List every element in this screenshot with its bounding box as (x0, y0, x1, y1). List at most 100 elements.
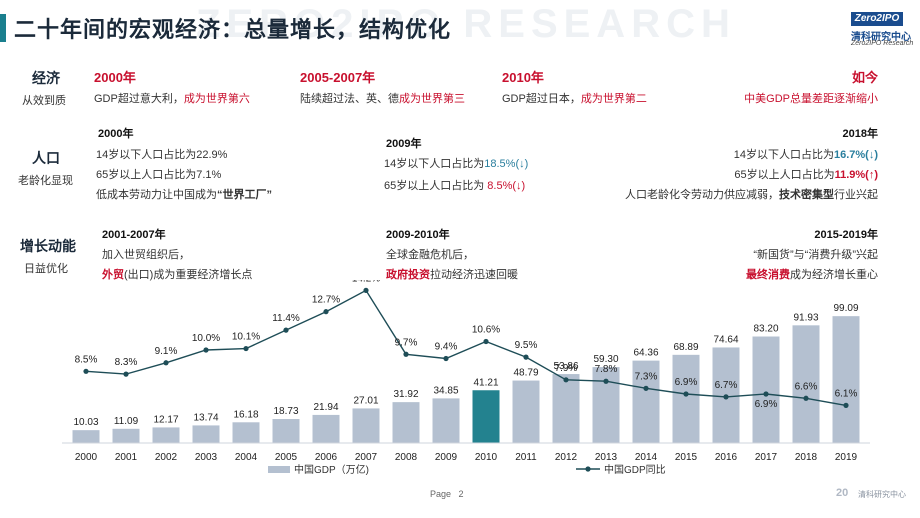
gdp-bar-label-2016: 74.64 (713, 334, 738, 345)
population-2000-line1: 14岁以下人口占比为22.9% (96, 149, 228, 161)
page-number: Page 2 (430, 489, 464, 499)
yoy-point-2008 (403, 351, 409, 357)
x-tick-2019: 2019 (835, 452, 858, 463)
gdp-bar-2001 (112, 428, 140, 443)
gdp-bar-2017 (752, 336, 780, 443)
gdp-bar-label-2008: 31.92 (393, 389, 418, 400)
yoy-point-2010 (483, 338, 489, 345)
yoy-point-2004 (243, 345, 249, 352)
yoy-point-2014 (643, 385, 649, 391)
population-label: 人口 (32, 150, 60, 166)
gdp-bar-2007 (352, 408, 380, 443)
growth-label: 增长动能 (20, 238, 76, 254)
yoy-point-2000 (83, 368, 89, 374)
growth-2015-line2: 最终消费成为经济增长重心 (746, 269, 878, 281)
growth-period-2001: 2001-2007年 (102, 229, 166, 241)
gdp-bar-2008 (392, 402, 420, 443)
legend-yoy-marker (585, 466, 591, 472)
gdp-bar-2004 (232, 422, 260, 443)
yoy-label-2005: 11.4% (272, 313, 300, 324)
x-tick-2012: 2012 (555, 452, 578, 463)
x-tick-2009: 2009 (435, 452, 458, 463)
population-2018-line3: 人口老龄化令劳动力供应减弱，技术密集型行业兴起 (625, 189, 878, 201)
x-tick-2018: 2018 (795, 452, 818, 463)
gdp-combo-chart: 10.03 2000 11.09 2001 12.17 2002 13.74 2003 16.1… (62, 280, 870, 476)
yoy-label-2002: 9.1% (155, 346, 178, 357)
gdp-bar-2011 (512, 380, 540, 443)
logo-chinese-name: 清科研究中心 (851, 32, 911, 43)
yoy-point-2013 (603, 378, 609, 384)
x-tick-2008: 2008 (395, 452, 418, 463)
economy-sub: 从效到质 (22, 95, 66, 107)
gdp-bar-label-2010: 41.21 (473, 377, 498, 388)
population-year-2018: 2018年 (842, 128, 878, 140)
gdp-bar-label-2006: 21.94 (313, 402, 338, 413)
yoy-label-2014: 7.3% (635, 371, 658, 382)
zero2ipo-logo: Zero2IPO (851, 12, 903, 26)
x-tick-2006: 2006 (315, 452, 338, 463)
x-tick-2013: 2013 (595, 452, 618, 463)
population-year-2009: 2009年 (386, 138, 422, 150)
yoy-point-2002 (163, 360, 169, 366)
x-tick-2011: 2011 (515, 452, 537, 463)
x-tick-2017: 2017 (755, 452, 778, 463)
yoy-label-2010: 10.6% (472, 324, 500, 335)
gdp-bar-label-2017: 83.20 (753, 324, 778, 335)
yoy-point-2012 (563, 377, 569, 383)
yoy-label-2006: 12.7% (312, 295, 340, 306)
gdp-bar-label-2009: 34.85 (433, 385, 458, 396)
x-tick-2010: 2010 (475, 452, 498, 463)
gdp-bar-label-2018: 91.93 (793, 312, 818, 323)
population-2009-line2: 65岁以上人口占比为 8.5%(↓) (384, 180, 526, 192)
yoy-point-2009 (443, 355, 449, 362)
x-tick-2000: 2000 (75, 452, 98, 463)
gdp-bar-2012 (552, 374, 580, 443)
yoy-label-2007: 14.2% (352, 280, 380, 284)
population-2000-line3: 低成本劳动力让中国成为“世界工厂” (96, 189, 272, 201)
growth-2001-line1: 加入世贸组织后， (102, 249, 190, 261)
yoy-label-2000: 8.5% (75, 354, 98, 365)
gdp-bar-label-2011: 48.79 (513, 368, 538, 379)
legend-gdp-label: 中国GDP（万亿) (294, 463, 369, 476)
footer-logo: 20 (836, 487, 849, 499)
growth-2009-line1: 全球金融危机后， (386, 249, 474, 261)
growth-period-2015: 2015-2019年 (814, 229, 878, 241)
population-2018-line1: 14岁以下人口占比为16.7%(↓) (733, 149, 878, 161)
gdp-bar-2010 (472, 390, 500, 443)
x-tick-2002: 2002 (155, 452, 178, 463)
yoy-label-2019: 6.1% (835, 388, 858, 399)
yoy-point-2005 (283, 327, 289, 333)
yoy-line (85, 289, 847, 407)
yoy-label-2011: 9.5% (515, 340, 538, 351)
population-sub: 老龄化显现 (18, 175, 73, 187)
title-accent-bar (0, 14, 6, 42)
yoy-point-2016 (723, 394, 729, 400)
yoy-point-2003 (203, 347, 209, 353)
gdp-bar-label-2013: 59.30 (593, 354, 618, 365)
growth-2001-line2: 外贸(出口)成为重要经济增长点 (102, 269, 253, 281)
yoy-label-2008: 9.7% (395, 337, 418, 348)
yoy-label-2017: 6.9% (755, 399, 778, 410)
gdp-bar-label-2002: 12.17 (153, 414, 178, 425)
x-tick-2001: 2001 (115, 452, 138, 463)
growth-2015-line1: “新国货”与“消费升级”兴起 (753, 249, 878, 261)
gdp-bar-label-2014: 64.36 (633, 348, 658, 359)
economy-year-2000: 2000年 (94, 70, 136, 85)
gdp-bar-2013 (592, 367, 620, 443)
gdp-bar-label-2001: 11.09 (114, 416, 139, 427)
legend-gdp-swatch (268, 466, 290, 473)
page-title: 二十年间的宏观经济：总量增长，结构优化 (14, 17, 452, 42)
footer-logo-text: 清科研究中心 (858, 490, 906, 499)
yoy-label-2018: 6.6% (795, 381, 818, 392)
gdp-bar-label-2000: 10.03 (73, 417, 98, 428)
growth-period-2009: 2009-2010年 (386, 229, 450, 241)
logo-english-name: Zero2IPO Research (851, 40, 914, 47)
population-2018-line2: 65岁以上人口占比为11.9%(↑) (734, 169, 878, 181)
economy-text-2000: GDP超过意大利，成为世界第六 (94, 93, 250, 105)
x-tick-2003: 2003 (195, 452, 218, 463)
legend-yoy-label: 中国GDP同比 (604, 463, 666, 476)
yoy-label-2013: 7.8% (595, 364, 618, 375)
gdp-bar-2002 (152, 427, 180, 443)
economy-text-2005: 陆续超过法、英、德成为世界第三 (300, 93, 465, 105)
economy-text-now: 中美GDP总量差距逐渐缩小 (744, 93, 878, 105)
